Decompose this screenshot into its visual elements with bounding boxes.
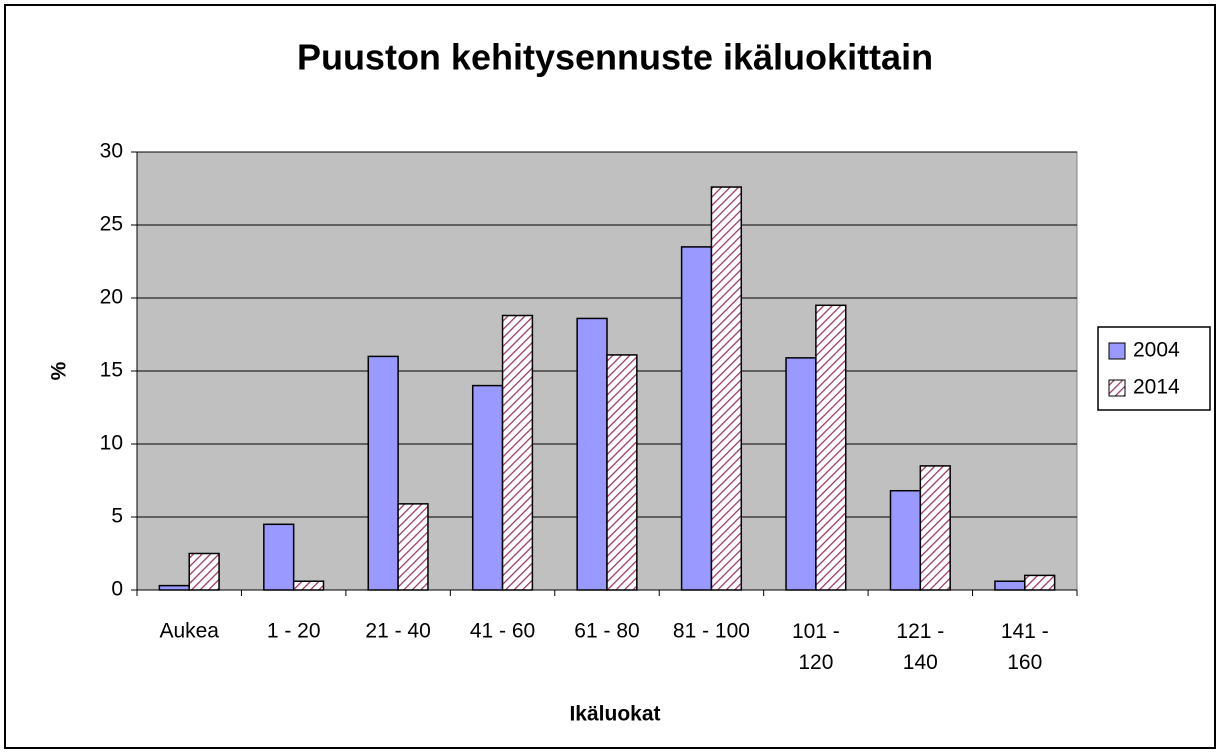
legend-label: 2014: [1133, 376, 1180, 399]
x-tick-label: 41 - 60: [470, 620, 535, 643]
x-axis-title: Ikäluokat: [569, 703, 660, 726]
x-tick-label: 81 - 100: [673, 620, 750, 643]
bar: [292, 580, 325, 591]
bar: [785, 357, 817, 591]
bar: [815, 304, 847, 591]
x-tick-label: 121 -140: [896, 620, 944, 674]
x-tick-label: Aukea: [159, 620, 219, 643]
bar: [576, 317, 608, 591]
bar: [680, 246, 713, 591]
bar: [471, 384, 504, 591]
bar: [1024, 574, 1056, 591]
bar: [158, 584, 190, 591]
y-tick-label: 0: [111, 578, 123, 601]
bar: [994, 580, 1026, 591]
x-tick-label: 21 - 40: [365, 620, 430, 643]
legend-swatch: [1108, 379, 1126, 397]
x-tick-label: 61 - 80: [574, 620, 639, 643]
bar: [919, 465, 951, 591]
y-tick-label: 20: [100, 286, 123, 309]
bar: [263, 523, 295, 591]
bar: [367, 355, 399, 591]
bar: [188, 552, 220, 591]
bar: [710, 186, 743, 591]
bar: [606, 354, 638, 591]
bar: [397, 503, 429, 591]
legend-label: 2004: [1133, 339, 1180, 362]
legend-swatch: [1108, 342, 1126, 360]
y-tick-label: 15: [100, 359, 123, 382]
y-axis-title: %: [48, 361, 71, 380]
chart-title: Puuston kehitysennuste ikäluokittain: [297, 37, 933, 78]
x-tick-label: 141 -160: [1001, 620, 1049, 674]
x-tick-label: 1 - 20: [267, 620, 321, 643]
x-tick-label: 101 -120: [792, 620, 840, 674]
bar: [501, 314, 534, 591]
bar: [889, 489, 922, 591]
y-tick-label: 10: [100, 432, 123, 455]
y-tick-label: 25: [100, 213, 123, 236]
y-tick-label: 5: [111, 505, 123, 528]
y-tick-label: 30: [100, 140, 123, 163]
